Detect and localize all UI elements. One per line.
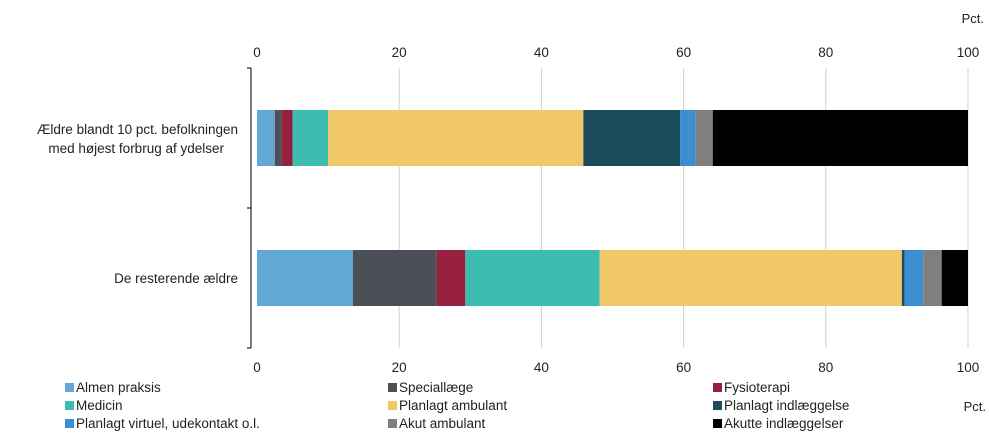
- bar-segment: [599, 250, 902, 306]
- legend-item: Planlagt ambulant: [388, 397, 507, 415]
- legend-item: Planlagt virtuel, udekontakt o.l.: [65, 415, 260, 433]
- x-tick-label-top: 100: [957, 45, 980, 60]
- bar-segment: [257, 110, 275, 166]
- legend-swatch: [713, 401, 722, 410]
- bar-segment: [712, 110, 968, 166]
- legend-item: Medicin: [65, 397, 123, 415]
- x-tick-label-bottom: 0: [253, 360, 261, 375]
- bar-segment: [923, 250, 942, 306]
- legend-item: Fysioterapi: [713, 379, 790, 397]
- legend-label: Medicin: [76, 398, 123, 413]
- x-tick-label-bottom: 100: [957, 360, 980, 375]
- category-label: De resterende ældre: [114, 271, 238, 286]
- bar-segment: [281, 110, 293, 166]
- x-tick-label-top: 0: [253, 45, 261, 60]
- legend-label: Planlagt virtuel, udekontakt o.l.: [76, 416, 260, 431]
- bar-segment: [941, 250, 968, 306]
- legend-label: Akut ambulant: [399, 416, 486, 431]
- stacked-bar-chart: 0 0 20 20 40 40 60 60 80 80 100 100 Ældre blandt 10 …: [37, 45, 980, 375]
- x-tick-label-bottom: 40: [534, 360, 549, 375]
- x-tick-label-top: 40: [534, 45, 549, 60]
- legend-item: Akut ambulant: [388, 415, 485, 433]
- bar-segment: [901, 250, 905, 306]
- bar-segment: [274, 110, 282, 166]
- legend-label: Planlagt indlæggelse: [724, 398, 850, 413]
- x-tick-label-bottom: 20: [392, 360, 407, 375]
- x-tick-label-bottom: 80: [818, 360, 833, 375]
- legend-swatch: [65, 419, 74, 428]
- x-tick-label-top: 20: [392, 45, 407, 60]
- legend-swatch: [388, 401, 397, 410]
- x-tick-label-top: 80: [818, 45, 833, 60]
- bar-segment: [695, 110, 713, 166]
- bar-segment: [257, 250, 353, 306]
- unit-label-bottom: Pct.: [963, 399, 986, 414]
- bar-segment: [583, 110, 681, 166]
- bar-segment: [328, 110, 584, 166]
- legend-swatch: [65, 401, 74, 410]
- legend-item: Almen praksis: [65, 379, 161, 397]
- bar-segment: [352, 250, 437, 306]
- bar-segment: [904, 250, 924, 306]
- legend-item: Planlagt indlæggelse: [713, 397, 849, 415]
- x-tick-label-top: 60: [676, 45, 691, 60]
- category-label: Ældre blandt 10 pct. befolkningen med høj…: [37, 122, 238, 156]
- legend-swatch: [388, 419, 397, 428]
- x-tick-label-bottom: 60: [676, 360, 691, 375]
- bar-segment: [465, 250, 600, 306]
- legend-label: Akutte indlæggelser: [724, 416, 844, 431]
- legend-label: Speciallæge: [399, 380, 474, 395]
- legend-label: Fysioterapi: [724, 380, 791, 395]
- unit-label-top: Pct.: [961, 11, 984, 26]
- legend-label: Almen praksis: [76, 380, 161, 395]
- legend-swatch: [713, 419, 722, 428]
- bar-segment: [436, 250, 466, 306]
- legend-label: Planlagt ambulant: [399, 398, 508, 413]
- legend-item: Akutte indlæggelser: [713, 415, 843, 433]
- legend-swatch: [65, 383, 74, 392]
- legend-item: Speciallæge: [388, 379, 473, 397]
- legend-swatch: [713, 383, 722, 392]
- bar-segment: [680, 110, 696, 166]
- bar-segment: [292, 110, 329, 166]
- legend-swatch: [388, 383, 397, 392]
